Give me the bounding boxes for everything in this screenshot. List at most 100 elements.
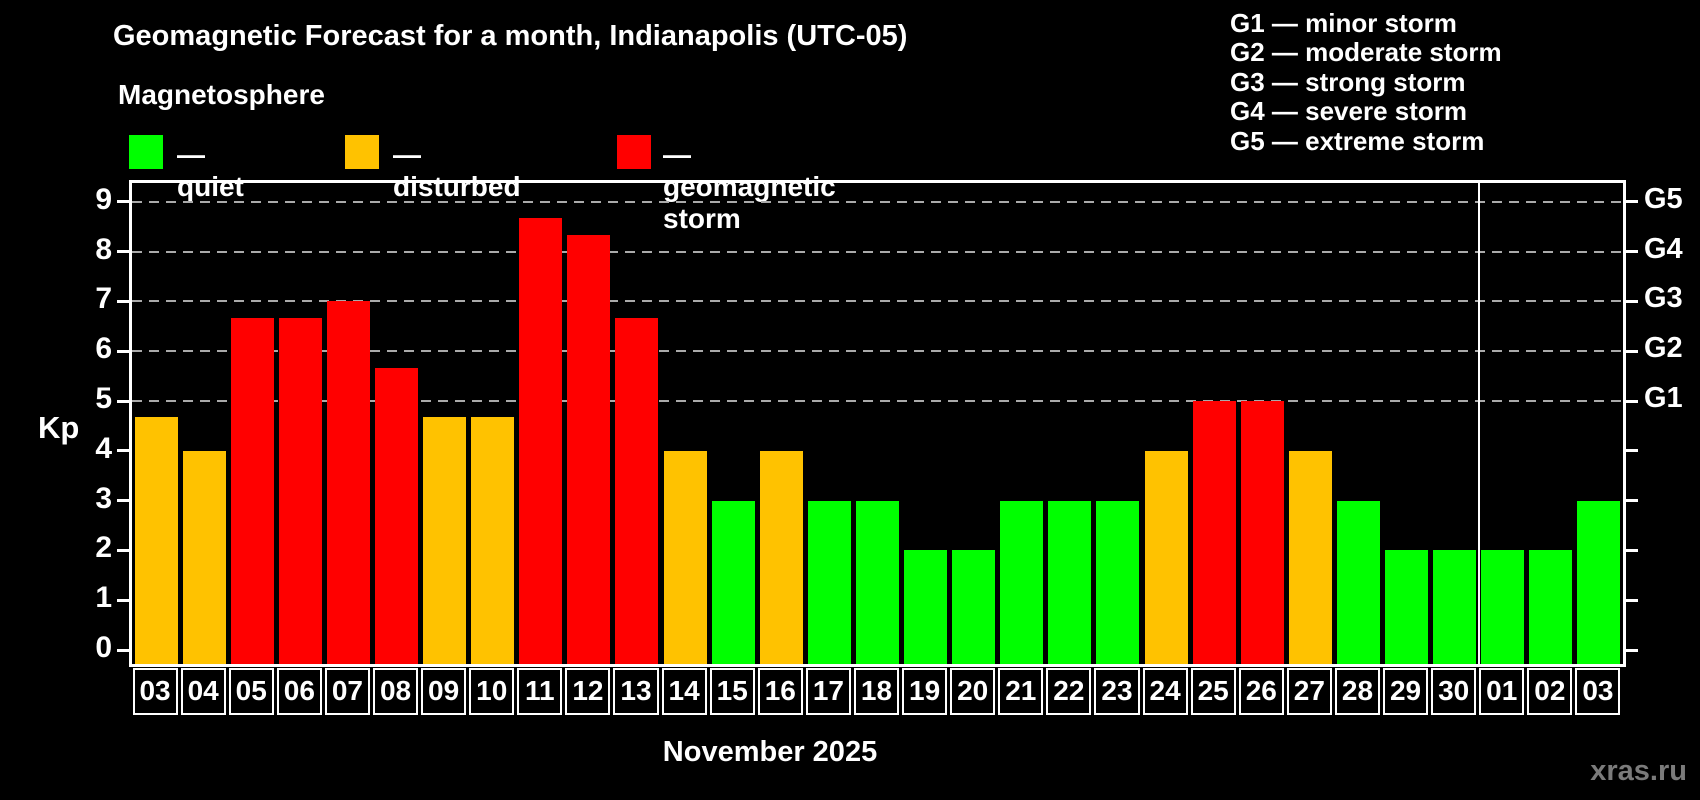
kp-bar xyxy=(182,450,226,664)
kp-bar xyxy=(423,417,467,664)
y-axis-tick xyxy=(117,648,132,652)
date-cell: 29 xyxy=(1383,668,1429,715)
y-tick-label: 8 xyxy=(95,232,112,266)
kp-gridline xyxy=(132,200,1623,203)
right-axis-tick xyxy=(1623,349,1638,353)
g-legend-line-g5: G5 — extreme storm xyxy=(1230,125,1485,156)
kp-bar xyxy=(134,417,178,664)
kp-bar xyxy=(1048,500,1092,664)
y-tick-label: 1 xyxy=(95,581,112,615)
y-tick-label: 5 xyxy=(95,382,112,415)
date-cell: 14 xyxy=(661,668,707,715)
g-level-label: G3 xyxy=(1644,282,1683,315)
kp-bar xyxy=(1240,401,1284,664)
date-cell: 11 xyxy=(517,668,563,715)
kp-bar xyxy=(855,500,899,664)
x-axis-month-title: November 2025 xyxy=(662,736,878,768)
kp-bar xyxy=(1529,550,1573,664)
kp-axis-title: Kp xyxy=(38,410,80,445)
date-cell: 20 xyxy=(950,668,996,715)
kp-bar xyxy=(278,317,322,664)
g-legend-line-g4: G4 — severe storm xyxy=(1230,96,1468,127)
kp-bar xyxy=(1096,500,1140,664)
kp-bar xyxy=(374,367,418,664)
date-cell: 19 xyxy=(902,668,948,715)
kp-bar xyxy=(759,450,803,664)
g-level-label: G1 xyxy=(1644,382,1683,414)
kp-bar xyxy=(711,500,755,664)
kp-bar xyxy=(952,550,996,664)
right-axis-tick xyxy=(1623,299,1638,303)
date-cell: 03 xyxy=(1575,668,1621,715)
right-axis-tick xyxy=(1623,548,1638,552)
right-axis-tick xyxy=(1623,250,1638,254)
watermark: xras.ru xyxy=(1590,755,1687,787)
date-cell: 25 xyxy=(1190,668,1236,715)
kp-bar xyxy=(1577,500,1621,664)
g-legend-line-g3: G3 — strong storm xyxy=(1230,66,1466,97)
date-cell: 16 xyxy=(757,668,803,715)
y-axis-tick xyxy=(117,499,132,503)
kp-bar xyxy=(1433,550,1477,664)
y-tick-label: 7 xyxy=(95,282,112,316)
kp-bar xyxy=(904,550,948,664)
kp-bar xyxy=(1144,450,1188,664)
date-cell: 28 xyxy=(1334,668,1380,715)
y-tick-label: 0 xyxy=(95,631,112,664)
legend-swatch-storm xyxy=(617,135,651,169)
right-axis-tick xyxy=(1623,648,1638,652)
g-level-label: G2 xyxy=(1644,332,1683,365)
kp-bar xyxy=(807,500,851,664)
y-tick-label: 9 xyxy=(95,182,112,216)
date-cell: 12 xyxy=(565,668,611,715)
y-axis-tick xyxy=(117,349,132,353)
date-cell: 24 xyxy=(1142,668,1188,715)
legend-label-disturbed: — disturbed xyxy=(393,139,521,202)
date-cell: 02 xyxy=(1527,668,1573,715)
kp-bar xyxy=(1288,450,1332,664)
kp-bar xyxy=(519,218,563,664)
date-cell: 13 xyxy=(613,668,659,715)
kp-bar xyxy=(663,450,707,664)
y-axis-tick xyxy=(117,250,132,254)
right-axis-tick xyxy=(1623,598,1638,602)
kp-bar xyxy=(615,317,659,664)
legend-swatch-disturbed xyxy=(345,135,379,169)
kp-bar xyxy=(1336,500,1380,664)
date-cell: 23 xyxy=(1094,668,1140,715)
legend-label-storm: — geomagnetic storm xyxy=(663,139,836,234)
date-cell: 17 xyxy=(805,668,851,715)
kp-bar xyxy=(567,235,611,664)
right-axis-tick xyxy=(1623,449,1638,453)
g-legend-line-g1: G1 — minor storm xyxy=(1230,8,1457,38)
y-axis-tick xyxy=(117,399,132,403)
page-title: Geomagnetic Forecast for a month, Indian… xyxy=(113,20,908,52)
y-tick-label: 2 xyxy=(95,531,112,565)
kp-bar xyxy=(1481,550,1525,664)
kp-gridline xyxy=(132,350,1623,353)
date-cell: 06 xyxy=(276,668,322,715)
date-cell: 30 xyxy=(1431,668,1477,715)
kp-gridline xyxy=(132,300,1623,303)
date-cell: 18 xyxy=(853,668,900,715)
y-axis-tick xyxy=(117,200,132,204)
date-cell: 22 xyxy=(1046,668,1092,715)
y-tick-label: 3 xyxy=(95,481,112,515)
date-cell: 15 xyxy=(709,668,755,715)
date-cell: 26 xyxy=(1238,668,1284,715)
y-tick-label: 6 xyxy=(95,332,112,366)
y-axis-tick xyxy=(117,449,132,453)
kp-bar xyxy=(1385,550,1429,664)
kp-bar xyxy=(230,317,274,664)
right-axis-tick xyxy=(1623,499,1638,503)
y-tick-label: 4 xyxy=(95,431,112,465)
y-axis-tick xyxy=(117,598,132,602)
kp-bar xyxy=(1192,401,1236,664)
kp-bar xyxy=(326,301,370,664)
y-axis-tick xyxy=(117,548,132,552)
date-cell: 03 xyxy=(132,668,178,715)
date-cell: 21 xyxy=(998,668,1044,715)
date-cell: 10 xyxy=(469,668,515,715)
